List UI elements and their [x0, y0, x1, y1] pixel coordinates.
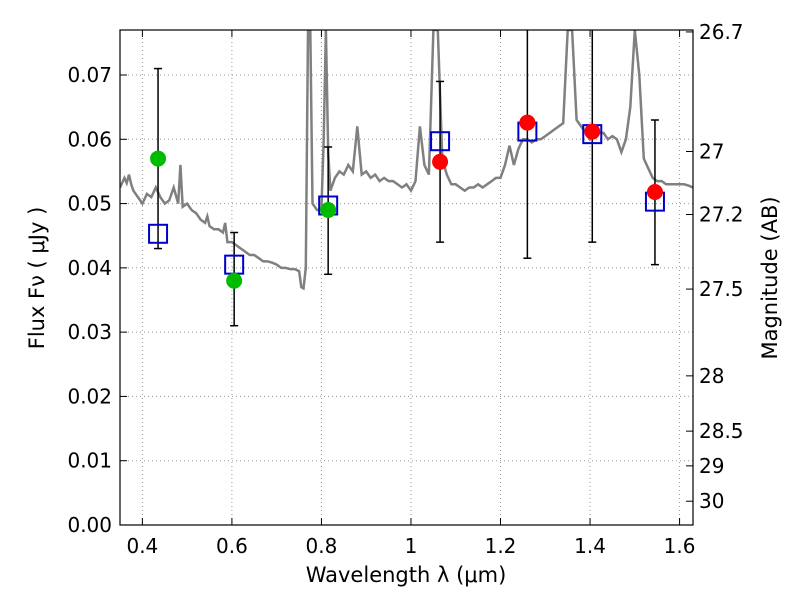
- right-tick-label: 27.5: [699, 277, 744, 301]
- right-tick-label: 28: [699, 364, 724, 388]
- x-tick-label: 0.8: [306, 534, 338, 558]
- x-tick-label: 0.6: [216, 534, 248, 558]
- x-tick-label: 1.4: [574, 534, 606, 558]
- y-tick-label: 0.02: [67, 384, 112, 408]
- x-tick-label: 1.2: [485, 534, 517, 558]
- observed-point-red: [584, 123, 601, 140]
- plot-frame: [119, 29, 694, 526]
- right-tick-label: 30: [699, 489, 724, 513]
- model-point-square: [430, 131, 451, 152]
- observed-point-red: [519, 114, 536, 131]
- x-tick-label: 1.6: [664, 534, 696, 558]
- right-axis-label: Magnitude (AB): [758, 196, 782, 359]
- y-tick-label: 0.05: [67, 192, 112, 216]
- right-tick-label: 27: [699, 140, 724, 164]
- axis-ticks: 0.4 0.6 0.8 1 1.2 1.4 1.6 0.00 0.01 0.02 0.03 0.04 0…: [67, 20, 743, 558]
- y-tick-label: 0.07: [67, 63, 112, 87]
- model-spectrum-line: [120, 30, 693, 291]
- observed-point-red: [646, 184, 663, 200]
- model-point-square: [148, 223, 169, 244]
- y-tick-label: 0.03: [67, 320, 112, 344]
- plot-area: [120, 30, 693, 327]
- x-tick-label: 0.4: [126, 534, 158, 558]
- observed-point-green: [320, 202, 337, 218]
- right-tick-label: 28.5: [699, 419, 744, 443]
- y-tick-label: 0.01: [67, 449, 112, 473]
- right-tick-label: 27.2: [699, 203, 744, 227]
- grid-lines: [120, 30, 693, 525]
- x-tick-label: 1: [405, 534, 418, 558]
- right-tick-label: 26.7: [699, 20, 744, 44]
- y-tick-label: 0.06: [67, 127, 112, 151]
- observed-point-green: [150, 150, 167, 167]
- y-tick-label: 0.00: [67, 513, 112, 537]
- y-tick-label: 0.04: [67, 256, 112, 280]
- y-axis-label: Flux Fν ( μJy ): [25, 207, 49, 350]
- observed-point-green: [226, 272, 243, 289]
- x-axis-label: Wavelength λ (μm): [306, 563, 507, 587]
- right-tick-label: 29: [699, 454, 724, 478]
- observed-point-red: [432, 153, 449, 170]
